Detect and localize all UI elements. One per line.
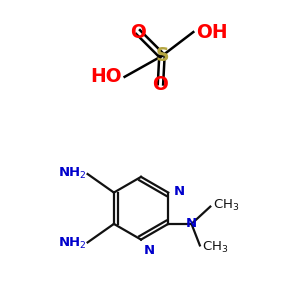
Text: CH$_3$: CH$_3$ <box>213 197 239 213</box>
Text: HO: HO <box>91 67 122 86</box>
Text: N: N <box>174 185 185 199</box>
Text: CH$_3$: CH$_3$ <box>202 240 229 255</box>
Text: OH: OH <box>196 22 227 41</box>
Text: S: S <box>155 46 169 65</box>
Text: N: N <box>143 244 155 257</box>
Text: NH$_2$: NH$_2$ <box>58 166 86 181</box>
Text: N: N <box>186 218 197 230</box>
Text: O: O <box>130 22 146 41</box>
Text: NH$_2$: NH$_2$ <box>58 236 86 251</box>
Text: O: O <box>152 75 168 94</box>
